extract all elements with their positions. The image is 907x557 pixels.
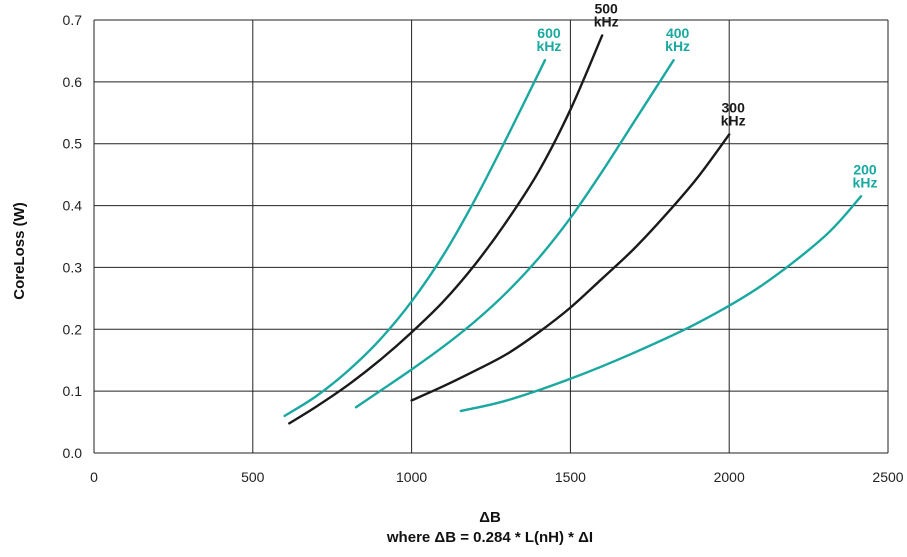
series-label-value: 300: [722, 99, 746, 115]
series-label-value: 200: [853, 161, 877, 177]
y-tick-label: 0.7: [63, 12, 83, 28]
y-axis-title: CoreLoss (W): [11, 202, 28, 300]
series-label-unit: kHz: [853, 174, 878, 190]
x-axis-title: ΔB: [479, 509, 501, 526]
y-tick-label: 0.4: [63, 198, 83, 214]
series-label-unit: kHz: [721, 112, 746, 128]
plot-area: [94, 20, 888, 453]
series-label-value: 600: [537, 25, 561, 41]
series-label-value: 500: [594, 0, 618, 16]
series-line-200-khz: [459, 195, 863, 413]
x-tick-label: 2000: [714, 469, 745, 485]
x-tick-label: 500: [241, 469, 265, 485]
x-tick-label: 2500: [872, 469, 903, 485]
y-tick-label: 0.2: [63, 321, 83, 337]
y-tick-label: 0.1: [63, 383, 83, 399]
series-label-unit: kHz: [665, 38, 690, 54]
x-axis-subtitle: where ΔB = 0.284 * L(nH) * ΔI: [386, 529, 593, 546]
series-line-400-khz: [354, 59, 675, 409]
tick-labels: 0.0 0.1 0.2 0.3 0.4 0.5 0.6 0.7 0 500 1000 1500 2000…: [63, 12, 904, 485]
y-tick-label: 0.3: [63, 259, 83, 275]
series-label-unit: kHz: [537, 38, 562, 54]
series-line-300-khz: [410, 133, 731, 402]
x-tick-label: 1000: [396, 469, 427, 485]
x-tick-label: 1500: [555, 469, 586, 485]
y-tick-label: 0.6: [63, 74, 83, 90]
y-tick-label: 0.0: [63, 445, 83, 461]
grid: [93, 19, 889, 454]
series-label-value: 400: [666, 25, 690, 41]
x-tick-label: 0: [90, 469, 98, 485]
y-tick-label: 0.5: [63, 136, 83, 152]
series-label-unit: kHz: [594, 13, 619, 29]
series-line-600-khz: [283, 59, 547, 418]
series-line-500-khz: [288, 34, 604, 425]
series-lines: [283, 34, 863, 425]
